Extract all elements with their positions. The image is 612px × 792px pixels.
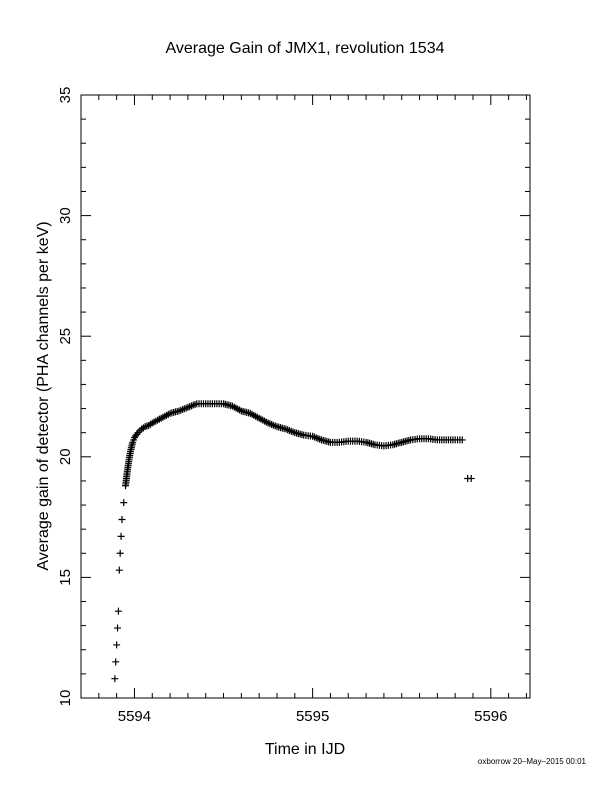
y-tick-label: 10 [57,690,74,707]
data-point [111,675,119,683]
data-point [114,624,122,632]
axis-ticks [80,94,530,699]
data-series [111,400,475,683]
data-point [467,475,475,483]
x-tick-label: 5595 [296,708,329,725]
data-point [117,532,125,540]
data-point [120,499,128,507]
data-point [115,566,123,574]
x-tick-label: 5594 [118,708,151,725]
plot-frame [80,94,531,699]
data-point [133,430,141,438]
y-tick-label: 35 [57,87,74,104]
y-axis-label: Average gain of detector (PHA channels p… [35,221,52,570]
chart-title: Average Gain of JMX1, revolution 1534 [166,40,445,57]
data-point [116,549,124,557]
x-axis-label: Time in IJD [265,741,345,758]
data-point [118,516,126,524]
y-tick-label: 20 [57,448,74,465]
credit-text: oxborrow 20–May–2015 00:01 [477,757,586,766]
data-point [112,658,120,666]
tick-labels: 5594 5595 5596 10 15 20 25 30 35 [57,87,507,725]
data-point [113,641,121,649]
y-tick-label: 15 [57,569,74,586]
y-tick-label: 30 [57,207,74,224]
data-point [114,607,122,615]
x-tick-label: 5596 [474,708,507,725]
data-point [458,436,466,444]
y-tick-label: 25 [57,328,74,345]
